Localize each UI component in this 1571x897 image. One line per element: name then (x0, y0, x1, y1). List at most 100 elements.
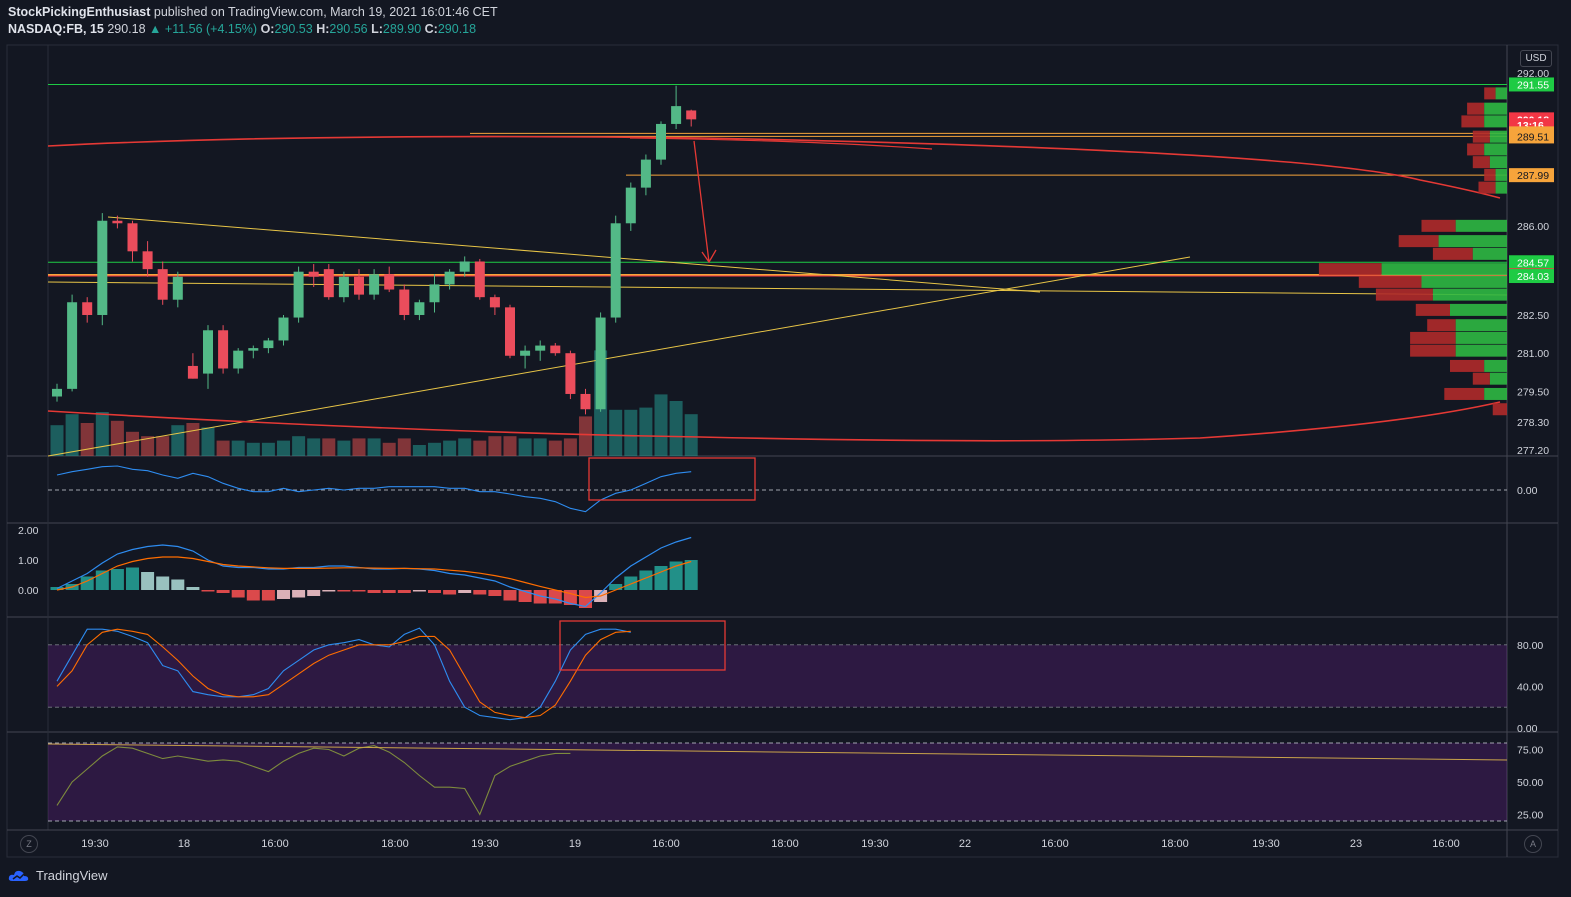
stoch-tick-label: 0.00 (1517, 723, 1538, 735)
time-tick-label: 18 (178, 838, 190, 850)
volume-bar (518, 438, 532, 456)
candle-body (640, 159, 651, 188)
ohlc-line: NASDAQ:FB, 15 290.18 ▲ +11.56 (+4.15%) O… (8, 21, 498, 37)
rsi-line (56, 745, 571, 816)
volume-bar (50, 425, 64, 456)
volume-bar (337, 440, 351, 456)
zoom-reset-button[interactable]: Z (20, 835, 38, 853)
volume-profile-sell (1415, 303, 1450, 316)
time-tick-label: 19:30 (861, 838, 889, 850)
price-tick-label: 279.50 (1517, 386, 1549, 398)
price-tick-label: 281.00 (1517, 348, 1549, 360)
volume-bar (639, 407, 653, 456)
macd-histogram-bar (322, 590, 336, 592)
symbol-label[interactable]: NASDAQ:FB, 15 (8, 22, 104, 36)
macd-histogram-bar (292, 590, 306, 598)
macd-histogram-bar (261, 590, 275, 601)
volume-profile-buy (1455, 344, 1507, 357)
candle-body (82, 302, 93, 315)
candle-body (625, 187, 636, 224)
low-value: 289.90 (382, 22, 422, 36)
macd-histogram-bar (216, 590, 230, 593)
ma-segment (629, 137, 933, 150)
macd-tick-label: 1.00 (18, 555, 39, 567)
highlight-box-stochastic (559, 620, 726, 671)
time-tick-label: 19:30 (1252, 838, 1280, 850)
price-label-text: 287.99 (1517, 170, 1549, 182)
currency-button[interactable]: USD (1520, 50, 1552, 67)
osc-tick-label: 0.00 (1517, 485, 1538, 497)
price-label-text: 289.51 (1517, 131, 1549, 143)
volume-profile-buy (1455, 331, 1507, 344)
volume-profile-buy (1432, 288, 1507, 301)
candle-body (67, 302, 78, 389)
volume-bar (231, 440, 245, 456)
descending-trendline (107, 216, 1041, 293)
volume-bar (201, 427, 215, 456)
volume-bar (186, 423, 200, 456)
volume-profile-sell (1472, 130, 1490, 143)
candle-body (595, 317, 606, 410)
candle-body (187, 365, 198, 379)
macd-histogram-bar (669, 561, 683, 590)
high-value: 290.56 (329, 22, 368, 36)
macd-histogram-bar (443, 590, 457, 595)
rsi-tick-label: 75.00 (1517, 745, 1543, 757)
volume-bar (654, 394, 668, 456)
close-label: C: (424, 22, 438, 36)
macd-histogram-bar (156, 576, 170, 590)
volume-profile-sell (1492, 403, 1507, 416)
candle-body (520, 350, 531, 356)
volume-bar (609, 409, 623, 456)
stoch-band-fill (48, 644, 1507, 708)
volume-bar (443, 440, 457, 456)
volume-profile-buy (1472, 247, 1507, 260)
volume-profile-sell (1484, 87, 1496, 100)
volume-profile-sell (1427, 319, 1456, 332)
volume-bar (80, 423, 94, 456)
macd-histogram-bar (277, 590, 290, 599)
volume-profile-sell (1410, 331, 1456, 344)
candle-body (459, 261, 470, 272)
volume-bar (684, 414, 698, 456)
volume-bar (141, 436, 155, 456)
macd-histogram-bar (246, 590, 260, 601)
macd-histogram-bar (110, 569, 124, 590)
auto-scale-button[interactable]: A (1524, 835, 1542, 853)
volume-bar (322, 438, 336, 456)
flat-trendline (47, 281, 1508, 296)
time-tick-label: 22 (959, 838, 971, 850)
macd-histogram-bar (458, 590, 472, 593)
close-value: 290.18 (437, 22, 477, 36)
volume-profile-sell (1318, 263, 1382, 276)
volume-bar (488, 436, 502, 456)
volume-profile-sell (1444, 387, 1485, 400)
volume-bar (382, 442, 396, 456)
candle-body (323, 269, 334, 298)
macd-histogram-bar (563, 590, 577, 605)
volume-profile-sell (1478, 181, 1496, 194)
tradingview-logo[interactable]: TradingView (8, 868, 108, 883)
volume-bar (261, 442, 275, 456)
volume-bar (473, 440, 487, 456)
volume-profile-buy (1484, 115, 1507, 128)
price-label-box (1509, 255, 1554, 270)
candle-body (580, 393, 591, 410)
macd-histogram-bar (171, 579, 185, 590)
time-tick-label: 16:00 (1041, 838, 1069, 850)
macd-histogram-bar (548, 590, 562, 604)
volume-profile-buy (1484, 359, 1507, 372)
volume-bar (95, 412, 109, 456)
price-tick-label: 292.00 (1517, 68, 1549, 80)
candle-body (535, 345, 546, 351)
volume-profile-sell (1484, 168, 1496, 181)
volume-profile-buy (1495, 168, 1507, 181)
candle-body (474, 261, 485, 298)
candle-body (112, 220, 123, 224)
volume-profile-sell (1358, 275, 1422, 288)
volume-bar (503, 436, 517, 456)
time-tick-label: 18:00 (381, 838, 409, 850)
highlight-box-oscillator (588, 457, 756, 501)
publisher-name[interactable]: StockPickingEnthusiast (8, 5, 151, 19)
